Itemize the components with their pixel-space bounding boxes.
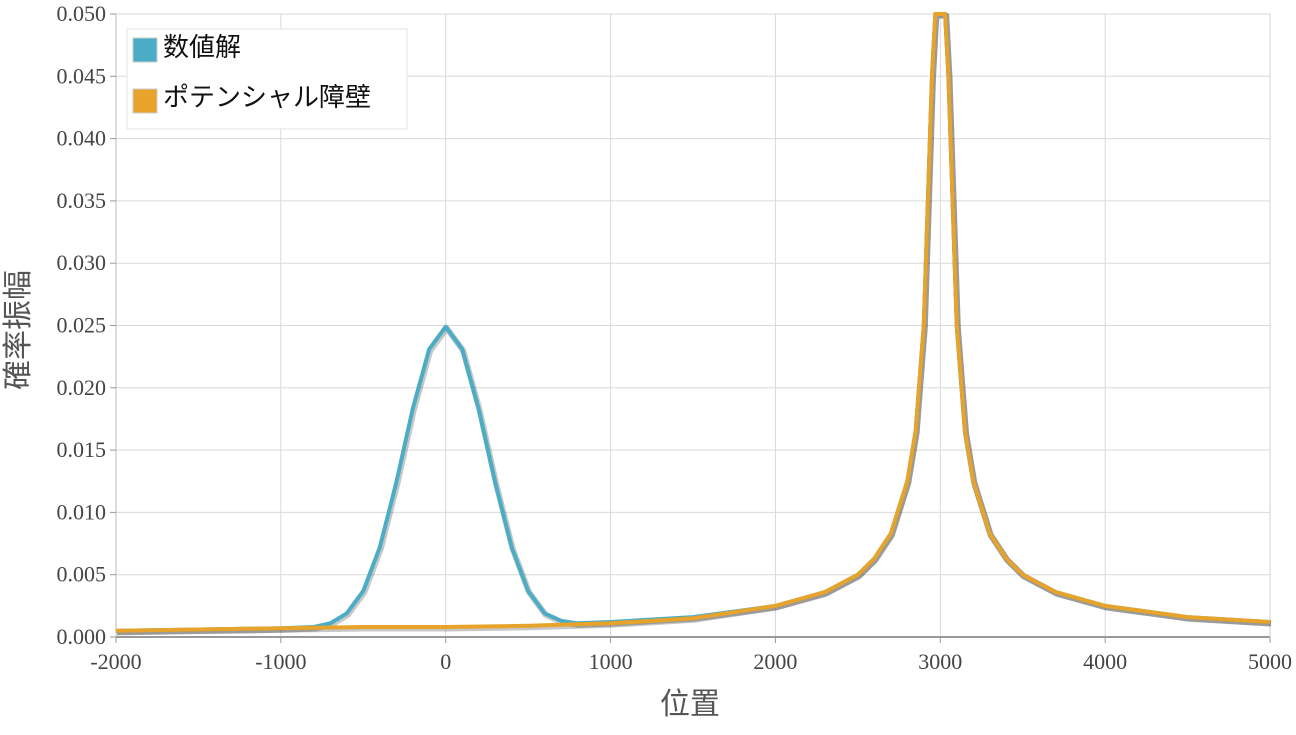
y-tick-label: 0.045: [57, 63, 107, 88]
legend: 数値解 ポテンシャル障壁: [126, 28, 408, 130]
x-axis-title: 位置: [660, 687, 720, 722]
y-tick-label: 0.035: [57, 188, 107, 213]
y-tick-label: 0.015: [57, 437, 107, 462]
legend-label-barrier: ポテンシャル障壁: [163, 83, 371, 113]
y-tick-label: 0.040: [57, 126, 107, 151]
axes: [110, 13, 1271, 643]
y-tick-label: 0.000: [57, 624, 107, 649]
x-tick-label: -2000: [90, 649, 141, 674]
y-tick-label: 0.020: [57, 375, 107, 400]
tick-labels: -2000 -1000 0 1000 2000 3000 4000 5000 0.000 0.00…: [57, 1, 1293, 674]
x-tick-label: 0: [440, 649, 451, 674]
x-tick-label: 2000: [753, 649, 797, 674]
x-tick-label: 4000: [1083, 649, 1127, 674]
x-tick-label: 3000: [918, 649, 962, 674]
legend-swatch-numerical: [132, 37, 158, 63]
x-tick-label: -1000: [255, 649, 306, 674]
grid: [115, 13, 1271, 638]
series-layer: [115, 12, 1272, 636]
x-tick-label: 1000: [589, 649, 633, 674]
legend-label-numerical: 数値解: [163, 33, 241, 63]
legend-swatch-barrier: [132, 88, 158, 114]
y-tick-label: 0.050: [57, 1, 107, 26]
y-tick-label: 0.025: [57, 313, 107, 338]
y-tick-label: 0.010: [57, 499, 107, 524]
y-axis-title: 確率振幅: [1, 270, 36, 390]
legend-box: [126, 28, 408, 130]
y-tick-label: 0.005: [57, 562, 107, 587]
series-line-barrier: [115, 12, 1271, 633]
x-tick-label: 5000: [1248, 649, 1292, 674]
y-tick-label: 0.030: [57, 250, 107, 275]
